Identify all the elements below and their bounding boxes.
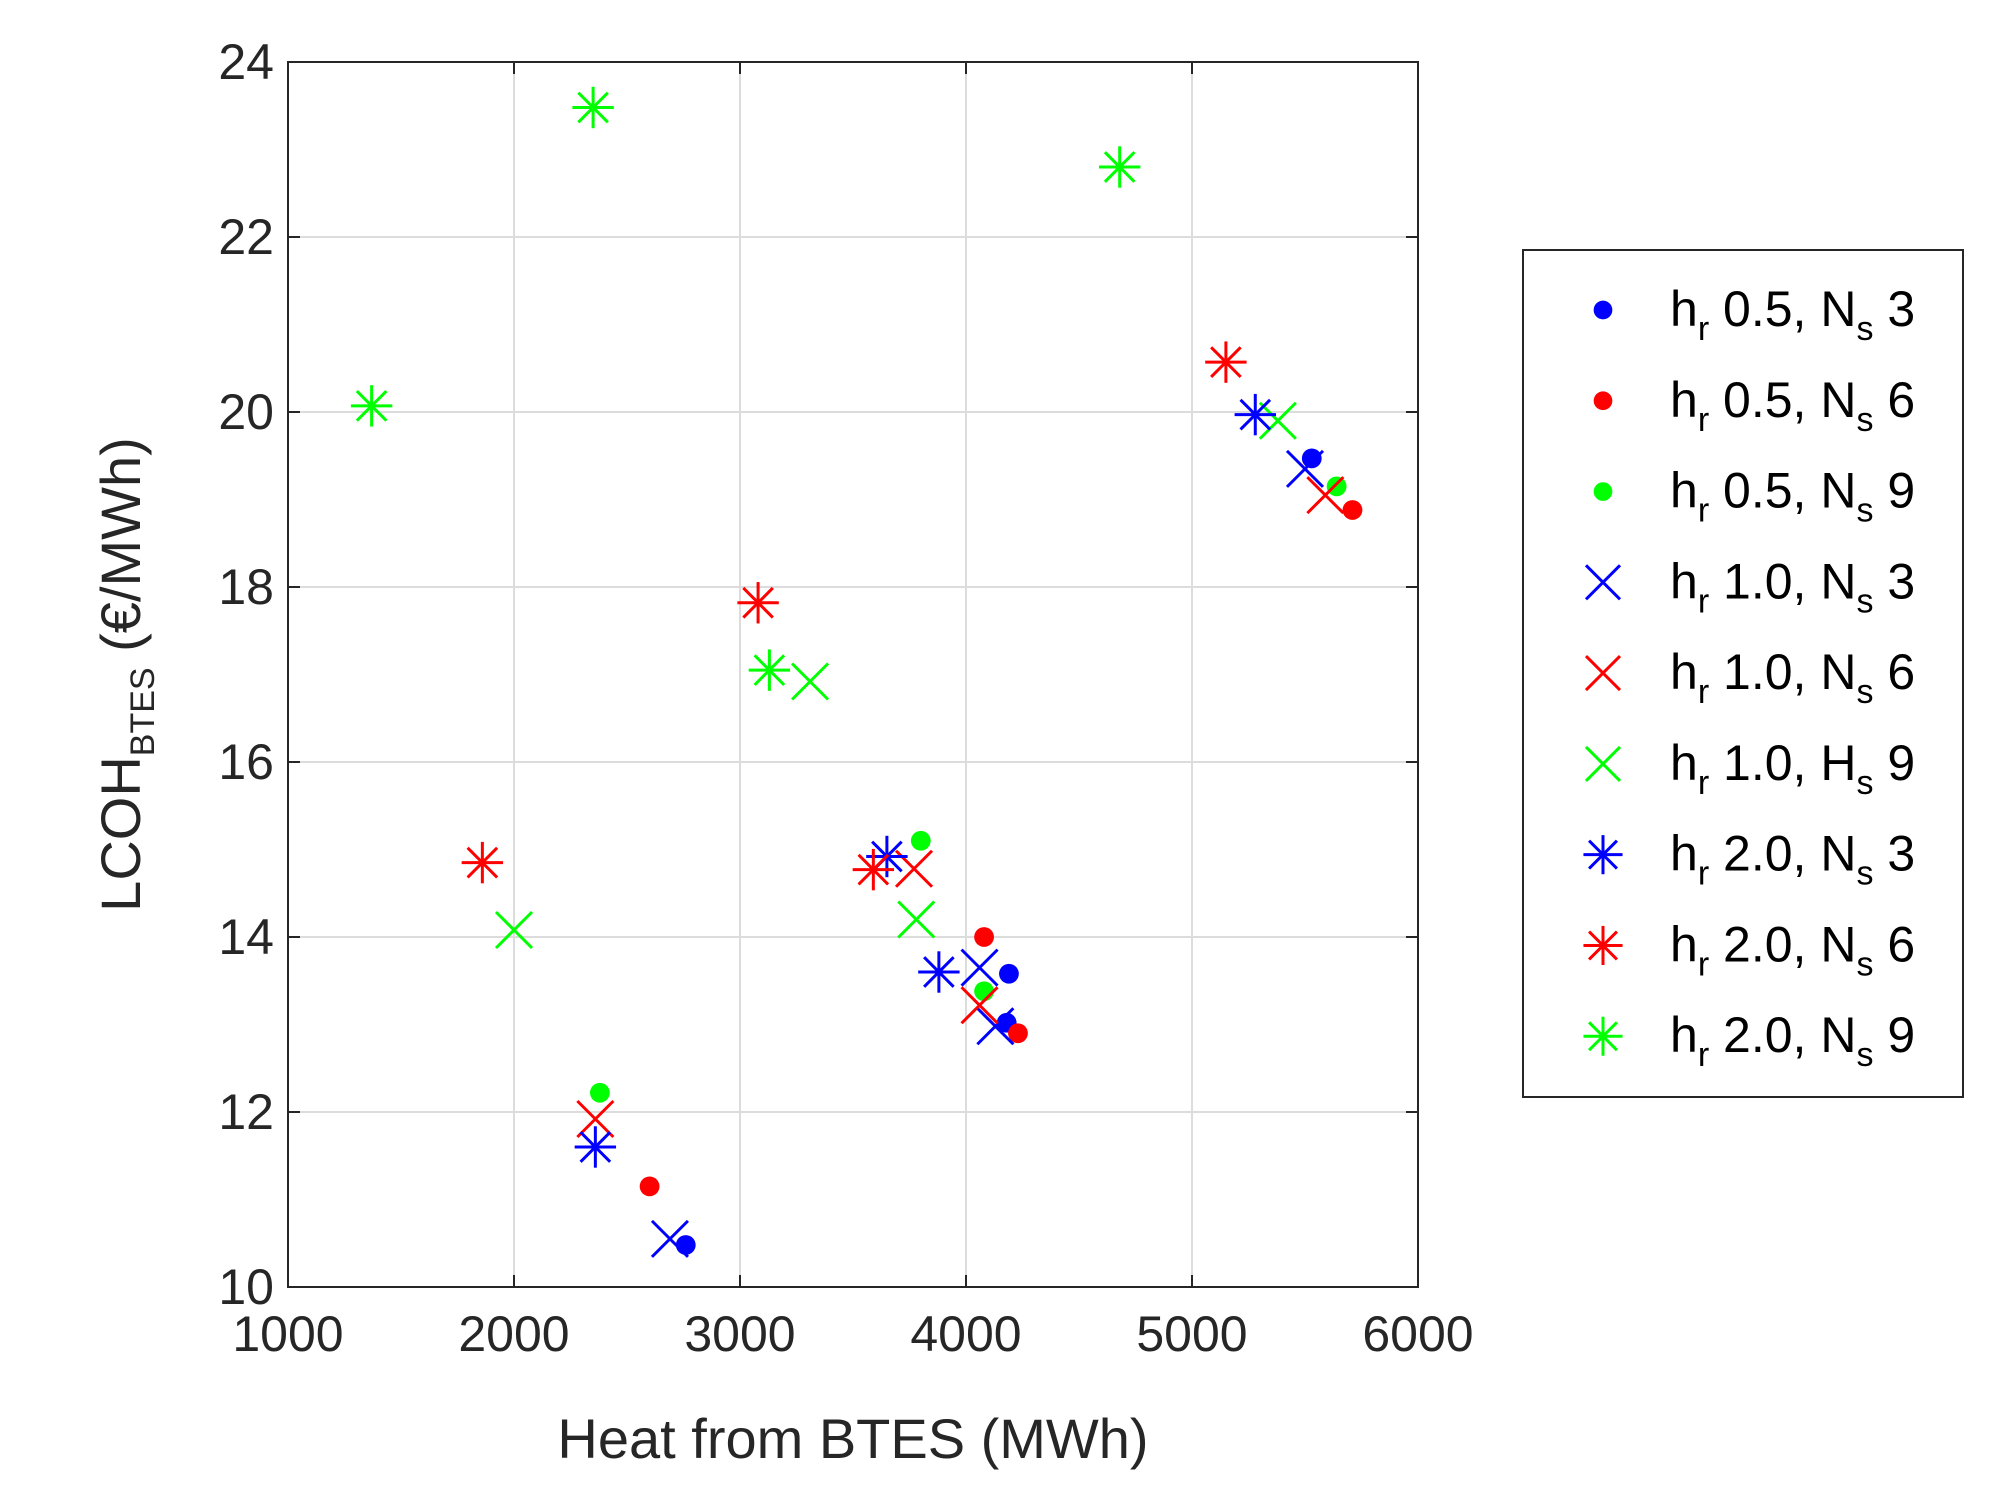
- legend-marker-s5: [1584, 655, 1622, 692]
- y-axis-label-unit: (€/MWh): [89, 437, 152, 667]
- data-point-s9: [748, 649, 791, 691]
- y-tick-label: 24: [218, 34, 274, 90]
- data-point-s2: [1342, 500, 1363, 520]
- legend-entry-s5: hr 1.0, Ns 6: [1670, 644, 1915, 711]
- y-axis-label-subscript: BTES: [124, 667, 162, 756]
- legend-marker-s9: [1583, 1016, 1623, 1056]
- data-point-s4: [960, 948, 999, 987]
- y-tick-label: 22: [218, 209, 274, 265]
- legend-box: [1522, 249, 1964, 1098]
- data-point-s4: [976, 1007, 1015, 1046]
- legend-marker-s2: [1593, 391, 1613, 411]
- data-point-s5: [576, 1099, 615, 1139]
- x-axis: 1000 2000 3000 4000 5000 6000: [232, 62, 1474, 1362]
- y-tick-label: 14: [218, 909, 274, 965]
- data-point-s1: [675, 1235, 696, 1255]
- x-tick-label: 4000: [910, 1306, 1021, 1362]
- legend-entry-s2: hr 0.5, Ns 6: [1670, 372, 1915, 439]
- legend-marker-s4: [1584, 564, 1622, 601]
- grid-lines: [287, 61, 1419, 1288]
- x-tick-label: 5000: [1136, 1306, 1247, 1362]
- data-markers: [350, 86, 1363, 1258]
- data-point-s7: [918, 951, 960, 993]
- y-axis: 10 12 14 16 18 20 22 24: [218, 34, 1418, 1315]
- data-point-s3: [589, 1082, 610, 1103]
- data-point-s7: [1234, 393, 1276, 436]
- data-point-s5: [960, 986, 999, 1025]
- x-tick-label: 3000: [684, 1306, 795, 1362]
- x-axis-label: Heat from BTES (MWh): [557, 1407, 1148, 1470]
- x-tick-label: 1000: [232, 1306, 343, 1362]
- legend-marker-s7: [1583, 835, 1623, 875]
- x-tick-label: 2000: [458, 1306, 569, 1362]
- legend: hr 0.5, Ns 3 hr 0.5, Ns 6 hr 0.5, Ns 9 hr 1…: [1522, 249, 1964, 1098]
- data-point-s4: [1285, 449, 1325, 488]
- data-point-s2: [974, 927, 994, 947]
- y-axis-label-main: LCOH: [89, 756, 152, 912]
- legend-entry-s1: hr 0.5, Ns 3: [1670, 281, 1915, 348]
- legend-marker-s6: [1584, 745, 1622, 782]
- data-point-s1: [999, 963, 1019, 984]
- data-point-s6: [1258, 401, 1297, 440]
- legend-marker-s3: [1593, 482, 1613, 501]
- y-tick-label: 12: [218, 1084, 274, 1140]
- data-point-s6: [790, 662, 830, 701]
- y-tick-label: 18: [218, 559, 274, 615]
- x-tick-label: 6000: [1362, 1306, 1473, 1362]
- data-point-s8: [461, 841, 504, 884]
- legend-marker-s8: [1583, 925, 1623, 965]
- data-point-s2: [1008, 1023, 1028, 1044]
- data-point-s4: [650, 1219, 690, 1258]
- legend-entry-s9: hr 2.0, Ns 9: [1670, 1007, 1915, 1074]
- data-point-s3: [910, 830, 931, 851]
- data-point-s6: [897, 900, 936, 939]
- data-point-s8: [1205, 341, 1247, 383]
- data-point-s8: [852, 848, 895, 891]
- data-point-s3: [974, 981, 994, 1002]
- data-point-s6: [494, 910, 534, 950]
- y-tick-label: 10: [218, 1259, 274, 1315]
- data-point-s9: [350, 385, 393, 427]
- legend-entry-s3: hr 0.5, Ns 9: [1670, 463, 1915, 530]
- y-tick-label: 20: [218, 384, 274, 440]
- data-point-s9: [1098, 146, 1141, 188]
- legend-entry-s7: hr 2.0, Ns 3: [1670, 826, 1915, 893]
- plot-frame: [287, 61, 1419, 1288]
- y-tick-label: 16: [218, 734, 274, 790]
- y-axis-label: LCOHBTES (€/MWh): [89, 437, 162, 912]
- data-point-s1: [1301, 448, 1322, 469]
- data-point-s2: [639, 1176, 660, 1197]
- legend-entry-s8: hr 2.0, Ns 6: [1670, 916, 1915, 983]
- legend-entry-s6: hr 1.0, Hs 9: [1670, 735, 1915, 802]
- data-point-s5: [1306, 476, 1345, 515]
- data-point-s8: [737, 582, 779, 624]
- legend-entry-s4: hr 1.0, Ns 3: [1670, 553, 1915, 620]
- legend-marker-s1: [1593, 300, 1613, 320]
- data-point-s7: [574, 1126, 617, 1168]
- data-point-s9: [572, 86, 614, 129]
- data-point-s3: [1326, 476, 1347, 497]
